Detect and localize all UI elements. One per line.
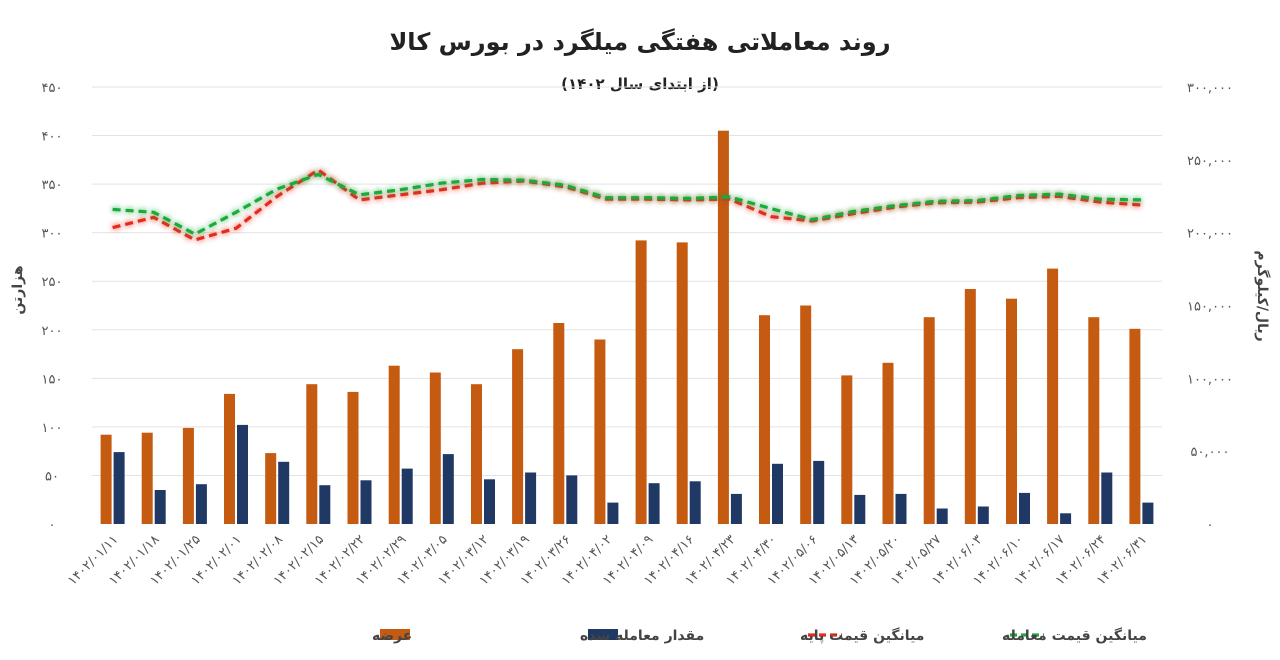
right-tick-label: ۱۰۰,۰۰۰: [1187, 372, 1233, 387]
bar-supply: [224, 393, 235, 524]
legend-label: مقدار معامله شده: [580, 628, 704, 644]
bar-traded: [730, 493, 742, 524]
bar-supply: [471, 384, 482, 524]
left-tick-label: ۳۰۰: [42, 227, 63, 242]
bar-supply: [800, 305, 812, 524]
legend-swatch: [380, 629, 410, 640]
bar-supply: [1129, 328, 1141, 524]
left-y-axis-ticks: ۰ ۵۰ ۱۰۰ ۱۵۰ ۲۰۰ ۲۵۰ ۳۰۰ ۳۵۰ ۴۰۰ ۴۵۰: [42, 81, 63, 533]
line-trade-price: [112, 172, 1142, 236]
bar-traded: [360, 480, 372, 524]
bar-supply: [265, 453, 277, 524]
bar-traded: [813, 460, 825, 524]
bar-traded: [689, 481, 701, 524]
bar-traded: [772, 463, 783, 524]
bar-traded: [154, 490, 166, 524]
bar-traded: [1101, 472, 1113, 524]
bar-traded: [566, 475, 578, 524]
bar-supply: [141, 432, 153, 524]
legend-label: عرضه: [372, 628, 412, 644]
left-tick-label: ۲۰۰: [42, 324, 63, 339]
bar-supply: [964, 289, 976, 524]
right-tick-label: ۳۰۰,۰۰۰: [1187, 81, 1233, 96]
bar-supply: [717, 130, 729, 524]
right-y-axis-ticks: ۰ ۵۰,۰۰۰ ۱۰۰,۰۰۰ ۱۵۰,۰۰۰ ۲۰۰,۰۰۰ ۲۵۰,۰۰۰ ۳۰۰,۰…: [1187, 81, 1233, 533]
bar-supply: [1047, 268, 1059, 524]
right-tick-label: ۲۵۰,۰۰۰: [1187, 154, 1233, 169]
series-lines: [112, 168, 1142, 242]
bar-supply: [759, 315, 770, 524]
left-tick-label: ۲۵۰: [42, 275, 63, 290]
bar-supply: [841, 375, 853, 524]
bar-traded: [936, 508, 948, 524]
legend-label: میانگین قیمت پایه: [800, 627, 924, 644]
bar-traded: [977, 506, 989, 524]
bar-supply: [347, 391, 359, 524]
bar-supply: [635, 240, 647, 524]
left-tick-label: ۱۰۰: [42, 421, 63, 436]
right-tick-label: ۲۰۰,۰۰۰: [1187, 227, 1233, 242]
right-tick-label: ۵۰,۰۰۰: [1190, 445, 1229, 460]
left-tick-label: ۴۵۰: [42, 81, 63, 96]
bar-traded: [195, 484, 207, 524]
left-tick-label: ۰: [49, 518, 56, 533]
bar-traded: [854, 494, 866, 524]
legend-swatch: [588, 629, 618, 640]
right-tick-label: ۰: [1207, 518, 1214, 533]
bar-traded: [648, 483, 660, 524]
bar-supply: [512, 349, 524, 524]
right-tick-label: ۱۵۰,۰۰۰: [1187, 300, 1233, 315]
bar-supply: [182, 427, 194, 524]
bar-supply: [1006, 298, 1017, 524]
left-tick-label: ۵۰: [45, 469, 59, 484]
bar-traded: [113, 452, 125, 524]
left-tick-label: ۱۵۰: [42, 372, 63, 387]
bars: [100, 130, 1154, 524]
right-y-axis-title: ریال/کیلوگرم: [1254, 250, 1271, 341]
left-tick-label: ۳۵۰: [42, 178, 63, 193]
bar-traded: [525, 472, 537, 524]
bar-traded: [1142, 502, 1154, 524]
bar-supply: [553, 323, 565, 524]
bar-supply: [923, 317, 935, 524]
line-base-price: [112, 168, 1142, 242]
chart-title: روند معاملاتی هفتگی میلگرد در بورس کالا: [389, 28, 890, 56]
bar-supply: [1088, 317, 1100, 524]
bar-traded: [1060, 513, 1072, 524]
bar-supply: [100, 434, 112, 524]
bar-traded: [1019, 492, 1030, 524]
bar-traded: [401, 468, 413, 524]
gridlines: [92, 86, 1162, 476]
legend-label: میانگین قیمت معامله: [1002, 627, 1147, 644]
bar-traded: [484, 479, 495, 524]
x-axis-ticks: ۱۴۰۲/۰۱/۱۱۱۴۰۲/۰۱/۱۸۱۴۰۲/۰۱/۲۵۱۴۰۲/۰۲/۰۱…: [65, 532, 1150, 588]
bar-traded: [278, 461, 290, 524]
bar-traded: [442, 454, 454, 524]
left-y-axis-title: هزارتن: [10, 265, 26, 314]
chart-subtitle: (از ابتدای سال ۱۴۰۲): [561, 75, 719, 93]
left-tick-label: ۴۰۰: [42, 130, 63, 145]
bar-supply: [676, 242, 688, 524]
bar-traded: [895, 493, 907, 524]
bar-traded: [607, 502, 619, 524]
legend: میانگین قیمت معامله میانگین قیمت پایه مقدا…: [372, 627, 1147, 644]
bar-traded: [319, 485, 331, 524]
bar-traded: [237, 424, 248, 524]
bar-supply: [594, 339, 606, 524]
bar-supply: [306, 384, 318, 524]
bar-supply: [388, 365, 400, 524]
bar-supply: [429, 372, 441, 524]
bar-supply: [882, 362, 894, 524]
